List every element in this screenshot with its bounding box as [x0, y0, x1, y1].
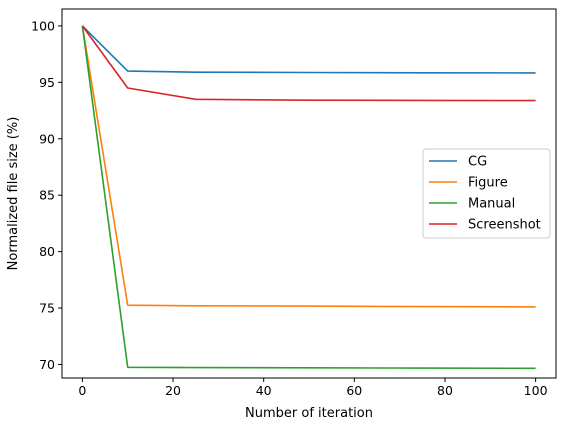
x-axis-ticks: 0 20 40 60 80 100: [78, 378, 548, 398]
series-line-screenshot: [81, 25, 536, 102]
y-axis-label: Normalized file size (%): [6, 117, 21, 271]
y-tick-label: 90: [39, 131, 55, 146]
y-tick-label: 75: [39, 301, 55, 316]
series-line-figure: [81, 25, 536, 308]
legend-label-cg: CG: [468, 155, 487, 170]
y-tick-label: 80: [39, 244, 55, 259]
y-axis-ticks: 70 75 80 85 90 95 100: [31, 18, 62, 372]
y-tick-label: 70: [39, 357, 55, 372]
x-tick-label: 20: [165, 383, 181, 398]
x-tick-label: 0: [78, 383, 86, 398]
legend-label-screenshot: Screenshot: [468, 218, 541, 233]
legend-box: [422, 148, 551, 239]
x-tick-label: 60: [346, 383, 362, 398]
y-tick-label: 85: [39, 188, 55, 203]
legend-label-manual: Manual: [468, 197, 515, 212]
legend-label-figure: Figure: [468, 176, 508, 191]
x-tick-label: 40: [256, 383, 272, 398]
y-tick-label: 95: [39, 75, 55, 90]
plot-frame: [61, 8, 557, 379]
legend: CG Figure Manual Screenshot: [422, 148, 551, 239]
y-tick-label: 100: [31, 18, 55, 33]
series-layer: [81, 25, 536, 370]
x-tick-label: 80: [437, 383, 453, 398]
series-line-manual: [81, 25, 536, 370]
series-line-cg: [81, 25, 536, 74]
x-axis-label: Number of iteration: [245, 406, 373, 421]
x-tick-label: 100: [524, 383, 548, 398]
